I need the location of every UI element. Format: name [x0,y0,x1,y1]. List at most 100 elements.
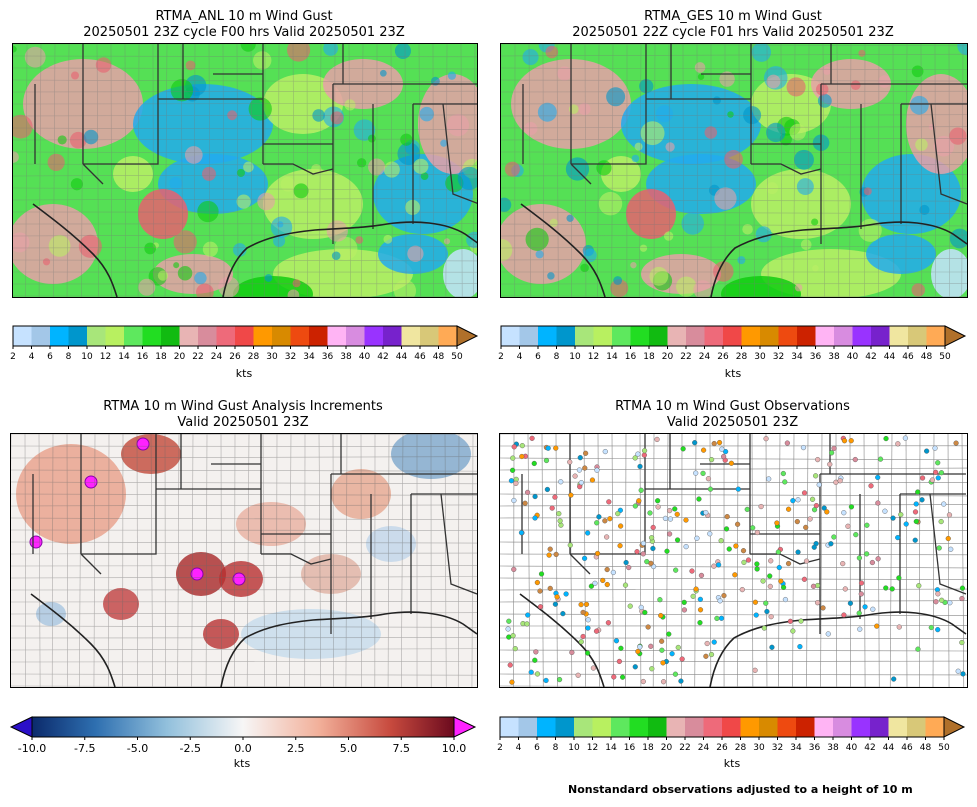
station-marker [790,628,796,634]
station-marker [932,445,938,451]
gust-patch [280,176,296,192]
colorbar-bin [612,326,631,346]
colorbar-bin [703,717,723,737]
gust-patch [330,111,344,125]
station-marker [506,634,512,640]
state-border [261,553,332,565]
state-border [930,103,967,205]
gust-patch [243,161,254,173]
colorbar-bin [179,326,199,346]
county-line [11,493,477,496]
state-border [750,553,821,565]
county-line [611,434,614,687]
station-marker [690,593,696,599]
gust-patch [253,51,272,70]
station-marker [827,461,833,467]
county-line [501,114,967,117]
gust-patch [311,163,322,175]
county-line [501,223,967,227]
anl-gust-field [13,44,477,297]
station-marker [648,643,654,649]
gust-patch [257,192,275,211]
increment-colorbar-scale: -10.0 -7.5 -5.0 -2.5 0.0 2.5 5.0 7.5 10.0 [9,716,477,755]
gust-patch [201,166,216,181]
colorbar-bin [592,717,612,737]
county-line [471,434,474,687]
gust-patch [545,45,559,59]
obs-title-line2: Valid 20250501 23Z [666,415,799,430]
county-line [13,234,477,237]
gust-patch [287,44,311,62]
colorbar-tick-label: 42 [864,743,875,753]
county-line [124,44,127,297]
station-marker [558,479,564,485]
county-line [500,600,967,603]
colorbar-bin [161,326,180,346]
station-marker [785,560,792,567]
gust-patch [596,160,612,176]
station-marker [698,572,705,579]
colorbar-tick-label: 16 [625,352,637,362]
colorbar-tick-label: 22 [680,352,691,362]
station-marker [697,620,703,626]
station-marker [632,503,638,509]
state-border [929,493,967,595]
station-marker [869,559,875,566]
colorbar-bin [797,326,816,346]
colorbar-tick-label: 44 [396,352,408,362]
station-marker [874,623,880,629]
gust-patch [796,178,814,196]
station-marker [841,612,847,618]
county-line [66,434,68,687]
gust-region [861,154,961,234]
gust-patch [70,178,84,191]
gust-patch [693,280,713,297]
station-marker [700,470,706,476]
station-marker [636,498,642,504]
gust-patch [197,200,219,223]
station-marker [825,631,831,637]
county-line [11,661,477,663]
ges-colorbar-scale: 2 4 6 8 10 12 14 16 18 20 22 24 26 28 30 32 34 36 38 40 42 44… [498,325,967,362]
station-marker [585,617,591,623]
colorbar-tick-label: 32 [285,352,296,362]
gust-patch [811,218,819,226]
station-marker [590,665,597,671]
county-line [709,434,712,687]
station-marker [837,478,843,484]
station-marker [626,564,632,571]
gust-region [601,156,641,192]
county-line [152,44,154,297]
station-marker [640,551,646,557]
colorbar-bin [704,326,724,346]
colorbar-tick-label: 4 [29,352,35,362]
station-marker [567,459,573,465]
county-line [11,517,477,520]
increment-colorbar-unit: kts [233,757,251,770]
county-line [13,67,477,70]
colorbar-bin [31,326,51,346]
station-marker [722,449,729,455]
gust-patch [649,266,669,286]
colorbar-extend-arrow [943,716,966,738]
station-marker [898,512,904,518]
colorbar-bin [593,326,613,346]
station-marker [735,486,741,492]
station-marker [714,615,720,622]
county-line [11,625,477,628]
gust-patch [326,220,348,242]
gust-patch [13,151,19,163]
gust-patch [236,194,251,209]
colorbar-tick-label: 30 [753,743,765,753]
station-marker [919,497,925,503]
county-line [500,541,967,544]
gust-patch [185,60,196,71]
gust-patch [71,71,80,80]
station-marker [941,501,947,507]
gust-patch [694,62,706,73]
station-marker [543,457,550,464]
station-marker [507,662,513,668]
state-border [570,163,592,185]
station-marker [809,496,816,502]
station-marker [864,522,870,528]
